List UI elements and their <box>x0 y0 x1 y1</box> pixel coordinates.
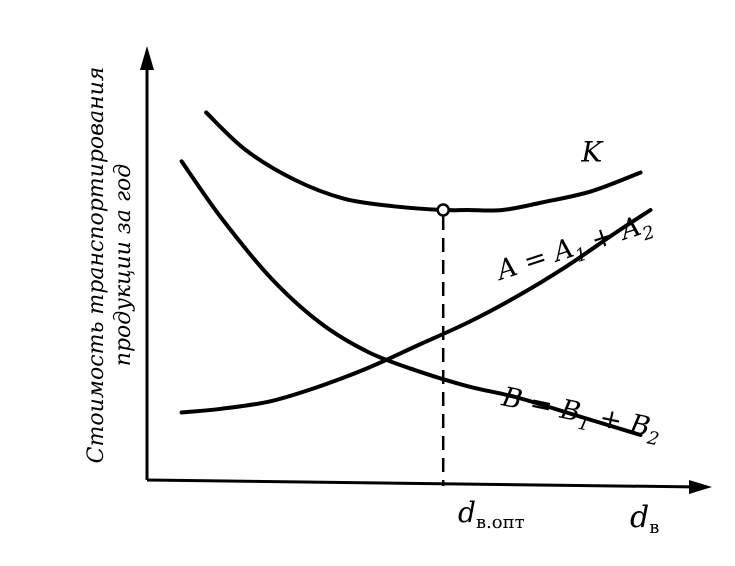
y-axis-label-line2: продукции за год <box>111 164 136 366</box>
y-axis-arrow <box>140 46 154 70</box>
series-label-part: A = A <box>490 233 577 288</box>
x-axis-label-sub: в <box>649 517 659 538</box>
x-optimum-label-main: d <box>458 496 476 529</box>
series-line-2 <box>179 208 653 415</box>
x-axis <box>146 478 701 489</box>
series-label-part: + B <box>588 400 653 443</box>
series-label-1: K <box>580 135 604 168</box>
y-axis-label-line1: Стоимость транспортирования <box>84 67 109 464</box>
series-label-part: 1 <box>576 413 592 436</box>
series-label-2: A = A1 + A2 <box>490 207 657 292</box>
series-label-part: + A <box>579 211 645 259</box>
optimum-point <box>436 203 450 217</box>
series-label-part: B = B <box>498 381 583 428</box>
y-axis-label: Стоимость транспортирования <box>84 67 109 464</box>
series-curves: KA = A1 + A2B = B1 + B2 <box>179 110 664 450</box>
x-axis-label: dв <box>630 500 659 538</box>
x-optimum-label-sub: в.опт <box>476 512 525 533</box>
series-label-part: 2 <box>644 427 661 450</box>
x-optimum-label: dв.опт <box>458 496 525 533</box>
x-axis-label-main: d <box>630 500 649 535</box>
series-label-part: K <box>580 135 604 168</box>
y-axis-label-2: продукции за год <box>111 164 136 366</box>
x-axis-arrow <box>689 480 712 494</box>
series-line-3 <box>179 159 643 437</box>
series-label-part: 2 <box>639 222 657 246</box>
series-label-3: B = B1 + B2 <box>497 381 664 450</box>
series-line-1 <box>204 110 643 213</box>
